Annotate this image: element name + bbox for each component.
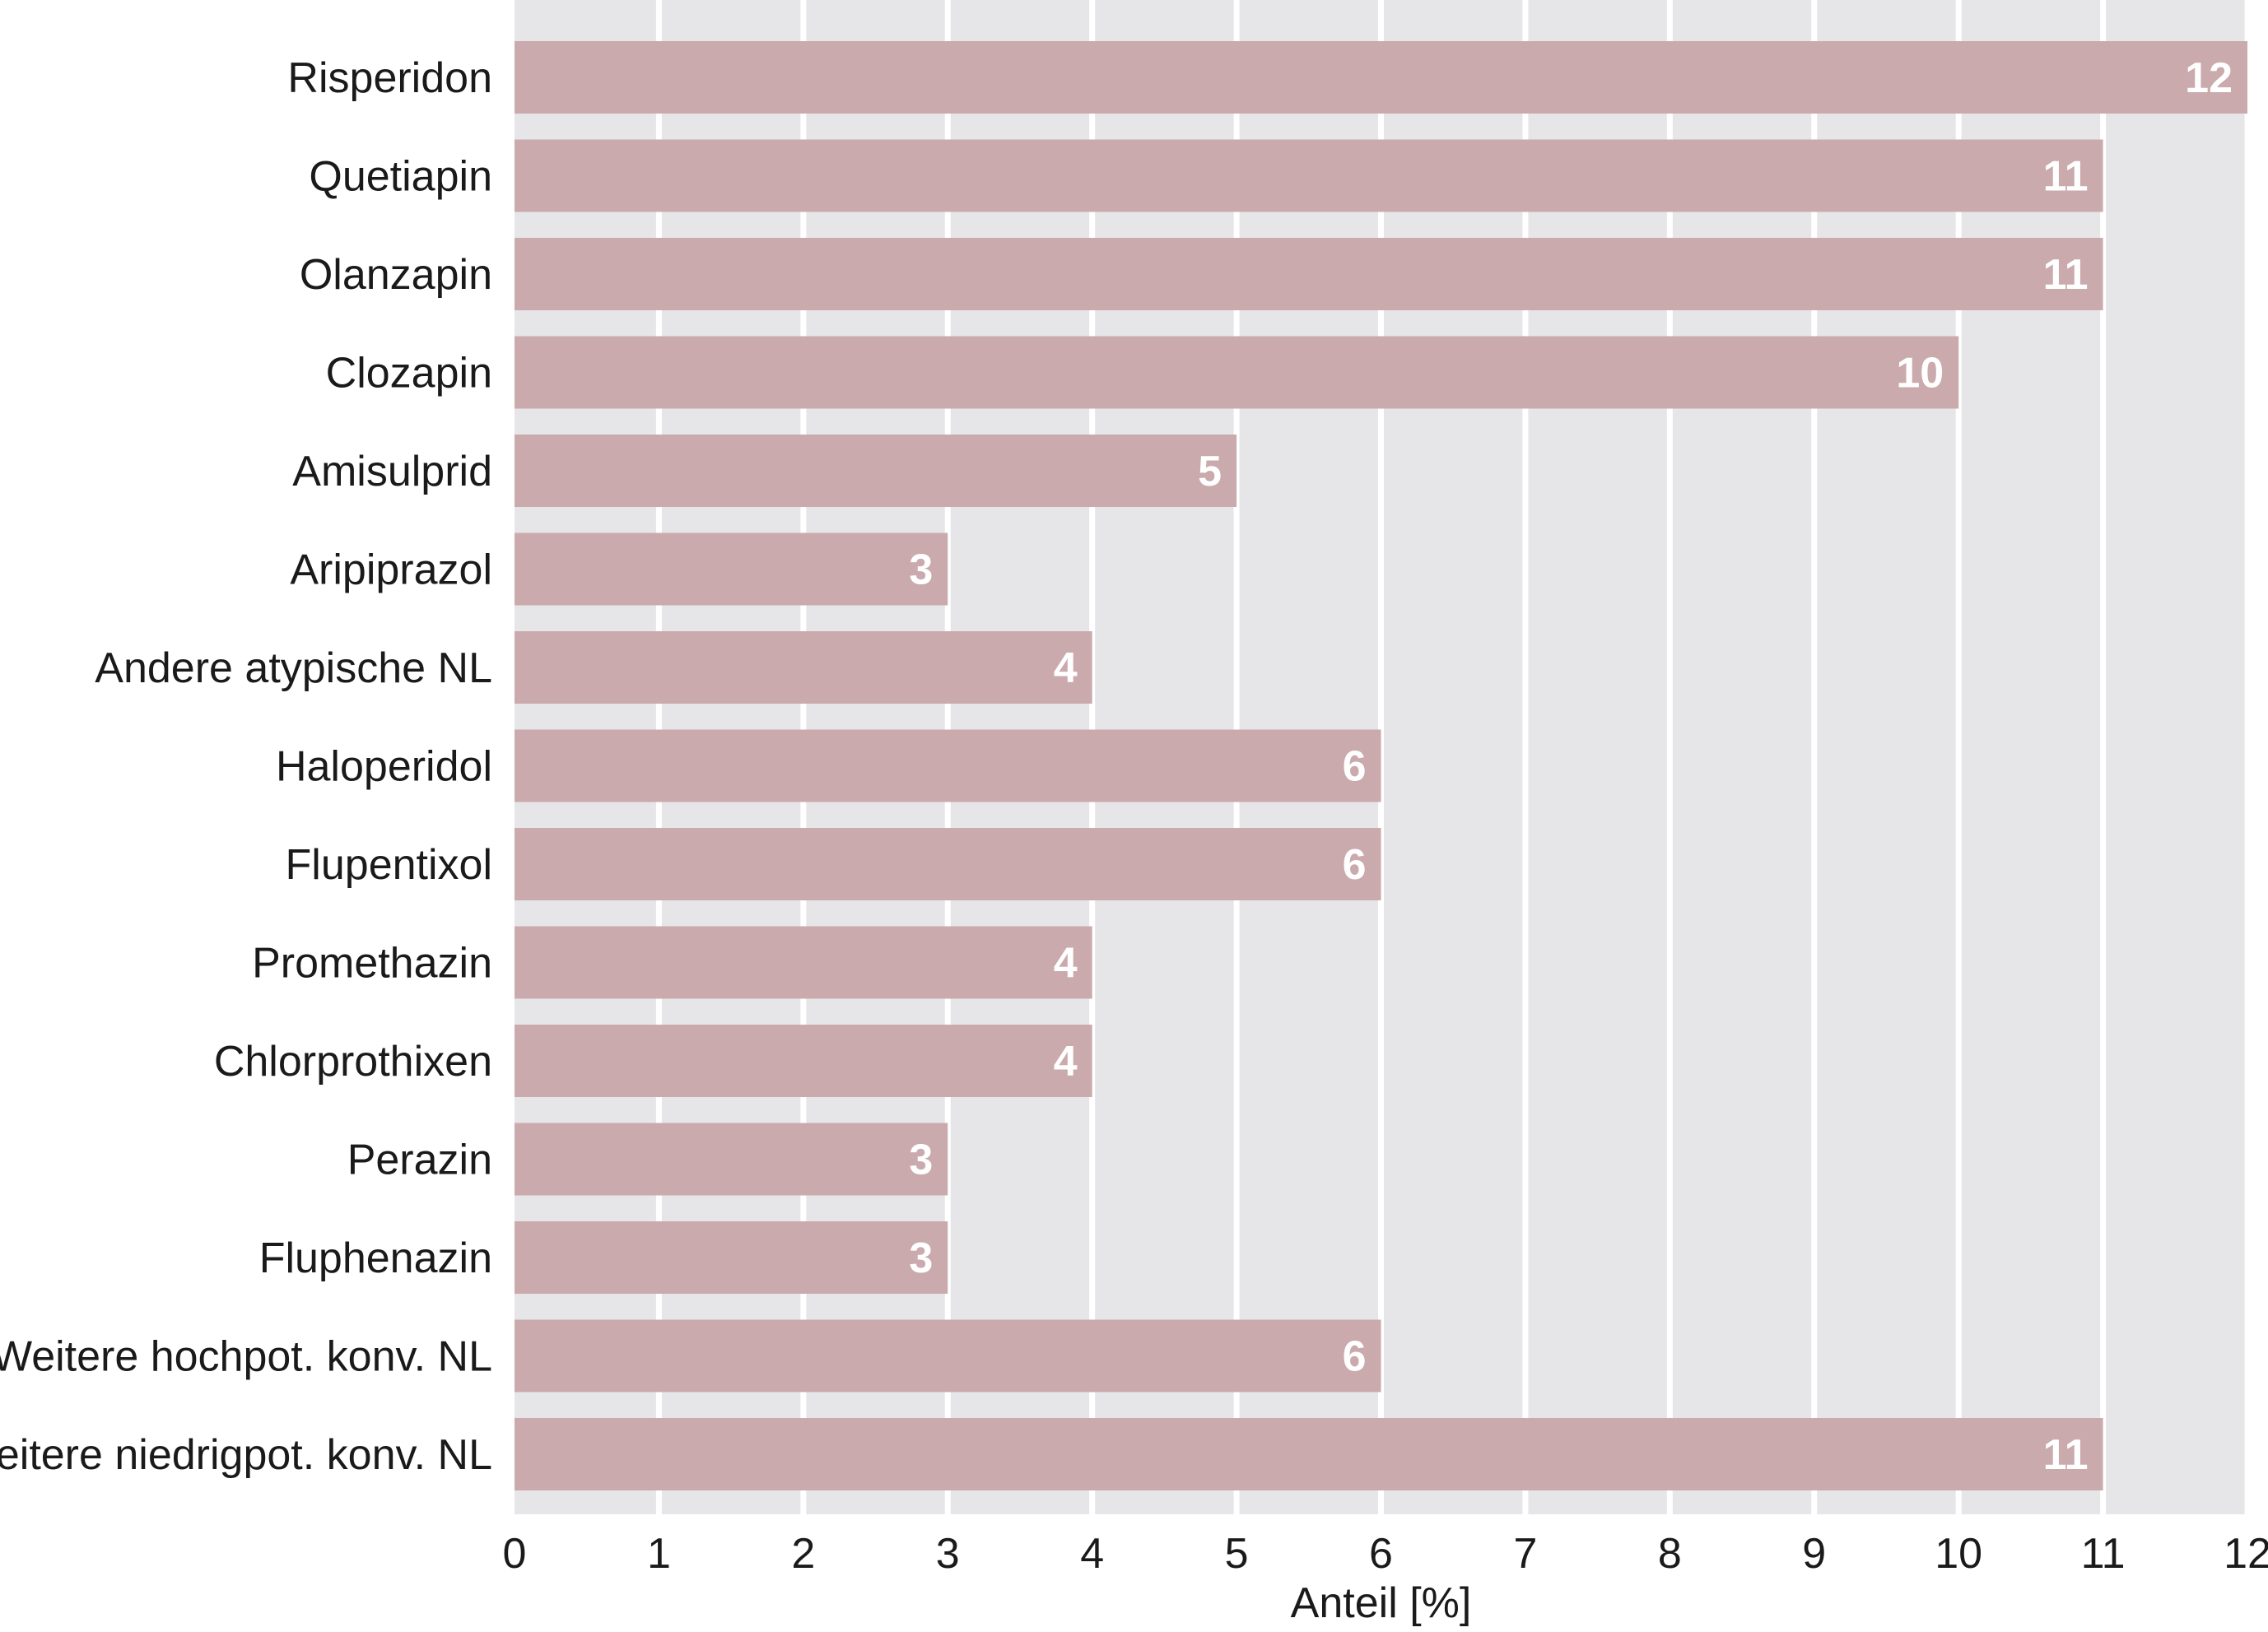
x-tick-label: 1 [647,1530,671,1578]
x-tick-label: 8 [1658,1530,1682,1578]
value-label: 4 [1054,1038,1078,1086]
bar [515,336,1959,409]
category-label: Haloperidol [276,743,492,791]
bar [515,238,2103,310]
value-label: 6 [1343,1333,1367,1381]
x-tick-label: 11 [2081,1530,2126,1578]
bar [515,1319,1381,1393]
x-tick-label: 5 [1225,1530,1249,1578]
value-label: 10 [1896,350,1944,398]
category-label: Clozapin [326,350,492,398]
bar [515,435,1237,507]
category-label: Promethazin [252,940,492,988]
value-label: 11 [2043,153,2089,201]
x-tick-label: 10 [1935,1530,1982,1578]
x-tick-label: 7 [1513,1530,1537,1578]
x-axis-tick-labels: 0 1 2 3 4 5 6 7 8 9 10 11 12 [503,1530,2268,1578]
value-label: 6 [1343,743,1367,791]
bar [515,926,1092,999]
bars [515,41,2247,1490]
value-label: 3 [909,1137,933,1184]
bar [515,1221,948,1294]
category-label: Weitere hochpot. konv. NL [0,1333,492,1381]
category-label: Fluphenazin [259,1234,492,1282]
bar [515,1025,1092,1097]
bar [515,729,1381,802]
category-label: Quetiapin [309,153,492,201]
value-label: 4 [1054,940,1078,988]
bar [515,41,2247,114]
category-label: Perazin [347,1137,492,1184]
bar [515,1418,2103,1490]
x-tick-label: 9 [1802,1530,1826,1578]
category-label: Andere atypische NL [95,644,492,692]
value-label: 3 [909,546,933,594]
x-tick-label: 3 [936,1530,960,1578]
x-tick-label: 6 [1369,1530,1393,1578]
category-label: Chlorprothixen [214,1038,492,1086]
category-label: Weitere niedrigpot. konv. NL [0,1431,492,1479]
value-label: 5 [1198,448,1222,495]
value-label: 11 [2043,1431,2089,1479]
category-label: Amisulprid [292,448,492,495]
value-label: 3 [909,1234,933,1282]
value-labels: 12 11 11 10 5 3 4 6 6 4 4 3 3 6 11 [909,54,2233,1479]
bar [515,532,948,606]
category-labels: Risperidon Quetiapin Olanzapin Clozapin Amis… [0,54,492,1479]
category-label: Risperidon [287,54,492,102]
x-axis-title: Anteil [%] [1291,1579,1472,1627]
x-tick-label: 2 [791,1530,815,1578]
category-label: Olanzapin [300,251,492,299]
bar [515,139,2103,212]
category-label: Aripiprazol [290,546,492,594]
bar [515,631,1092,704]
x-tick-label: 12 [2224,1530,2268,1578]
value-label: 4 [1054,644,1078,692]
value-label: 12 [2185,54,2233,102]
category-label: Flupentixol [286,841,492,889]
bar [515,1123,948,1196]
value-label: 11 [2043,251,2089,299]
x-tick-label: 0 [503,1530,527,1578]
value-label: 6 [1343,841,1367,889]
bar [515,828,1381,900]
x-tick-label: 4 [1080,1530,1104,1578]
